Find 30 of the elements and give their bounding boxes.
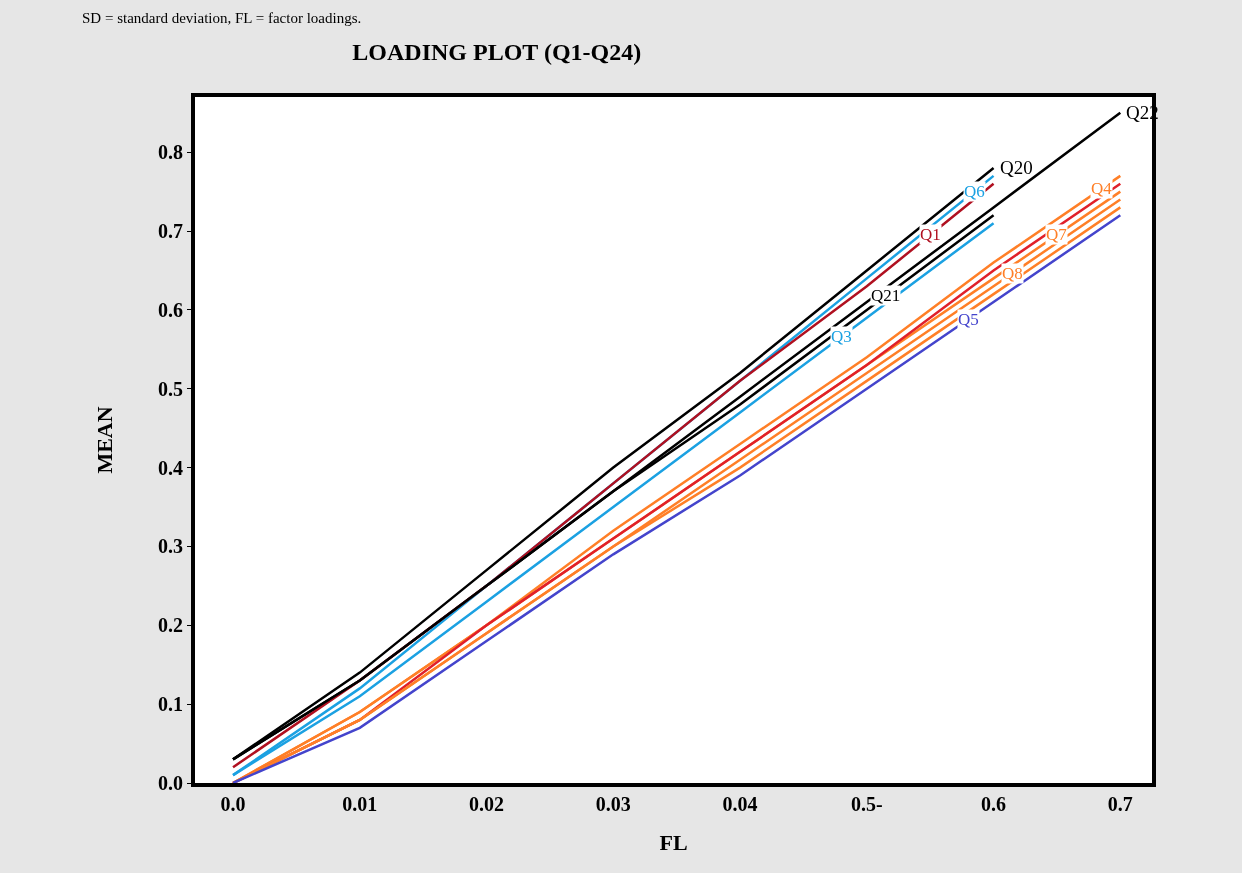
x-tick-label: 0.6 [981,793,1007,815]
y-tick-label: 0.1 [158,693,183,716]
y-tick-label: 0.8 [158,141,183,164]
series-label: Q21 [871,286,901,305]
series-label: Q3 [831,327,852,346]
series-label: Q7 [1046,225,1068,244]
x-tick-label: 0.0 [220,793,246,815]
x-tick-label: 0.03 [595,793,631,815]
x-tick-label: 0.04 [722,793,758,815]
y-tick-label: 0.0 [158,772,183,794]
x-tick-label: 0.01 [342,793,378,815]
series-label: Q20 [1000,157,1033,178]
series-label: Q4 [1091,179,1113,198]
series-label: Q8 [1002,264,1023,283]
x-tick-label: 0.7 [1107,793,1133,815]
x-axis-title: FL [659,830,688,856]
series-label: Q6 [964,182,985,201]
y-tick-label: 0.4 [158,456,183,479]
y-tick-label: 0.2 [158,614,183,637]
y-axis-title: MEAN [92,406,118,474]
x-tick-label: 0.5- [850,793,883,815]
series-label: Q5 [958,310,979,329]
series-label: Q1 [920,225,941,244]
y-tick-label: 0.7 [158,220,183,243]
y-tick-label: 0.5 [158,377,183,400]
y-tick-label: 0.3 [158,535,183,558]
y-tick-label: 0.6 [158,298,183,321]
x-tick-label: 0.02 [469,793,505,815]
chart-title: LOADING PLOT (Q1-Q24) [352,39,642,66]
text: SD = standard deviation, FL = factor loadings. [82,10,362,26]
